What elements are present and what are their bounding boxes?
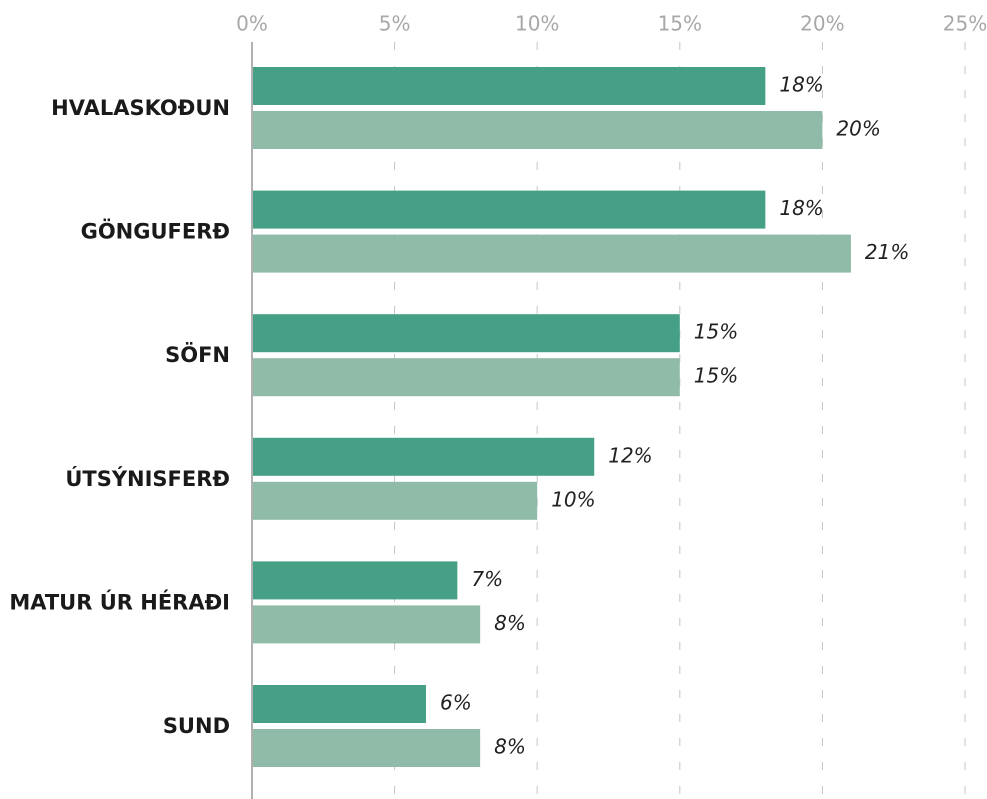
value-label: 20% [836,117,880,141]
category-label: MATUR ÚR HÉRAÐI [9,589,230,614]
value-label: 8% [494,611,526,635]
bar [252,234,851,273]
value-label: 8% [494,735,526,759]
bar [252,605,481,644]
value-label: 15% [694,364,738,388]
category-label: ÚTSÝNISFERÐ [65,466,230,491]
bar [252,729,481,767]
value-label: 12% [608,443,652,467]
bar [252,481,538,520]
x-tick-label: 10% [515,12,559,36]
bar [252,685,426,723]
x-tick-label: 20% [800,12,844,36]
value-label: 18% [779,196,823,220]
value-label: 7% [471,567,503,591]
bar [252,437,595,476]
value-label: 10% [551,487,595,511]
x-tick-label: 0% [236,12,268,36]
category-label: HVALASKOÐUN [51,96,230,120]
bar [252,358,680,397]
value-label: 6% [440,691,472,715]
value-label: 15% [694,320,738,344]
category-label: GÖNGUFERÐ [81,219,230,244]
bar [252,67,766,105]
bar [252,314,680,353]
bar [252,111,823,149]
x-tick-label: 15% [658,12,702,36]
category-label: SÖFN [165,342,230,367]
x-tick-label: 5% [379,12,411,36]
value-label: 21% [865,240,909,264]
bar [252,561,458,600]
bar [252,190,766,229]
x-tick-label: 25% [943,12,987,36]
category-label: SUND [163,714,230,738]
value-label: 18% [779,73,823,97]
